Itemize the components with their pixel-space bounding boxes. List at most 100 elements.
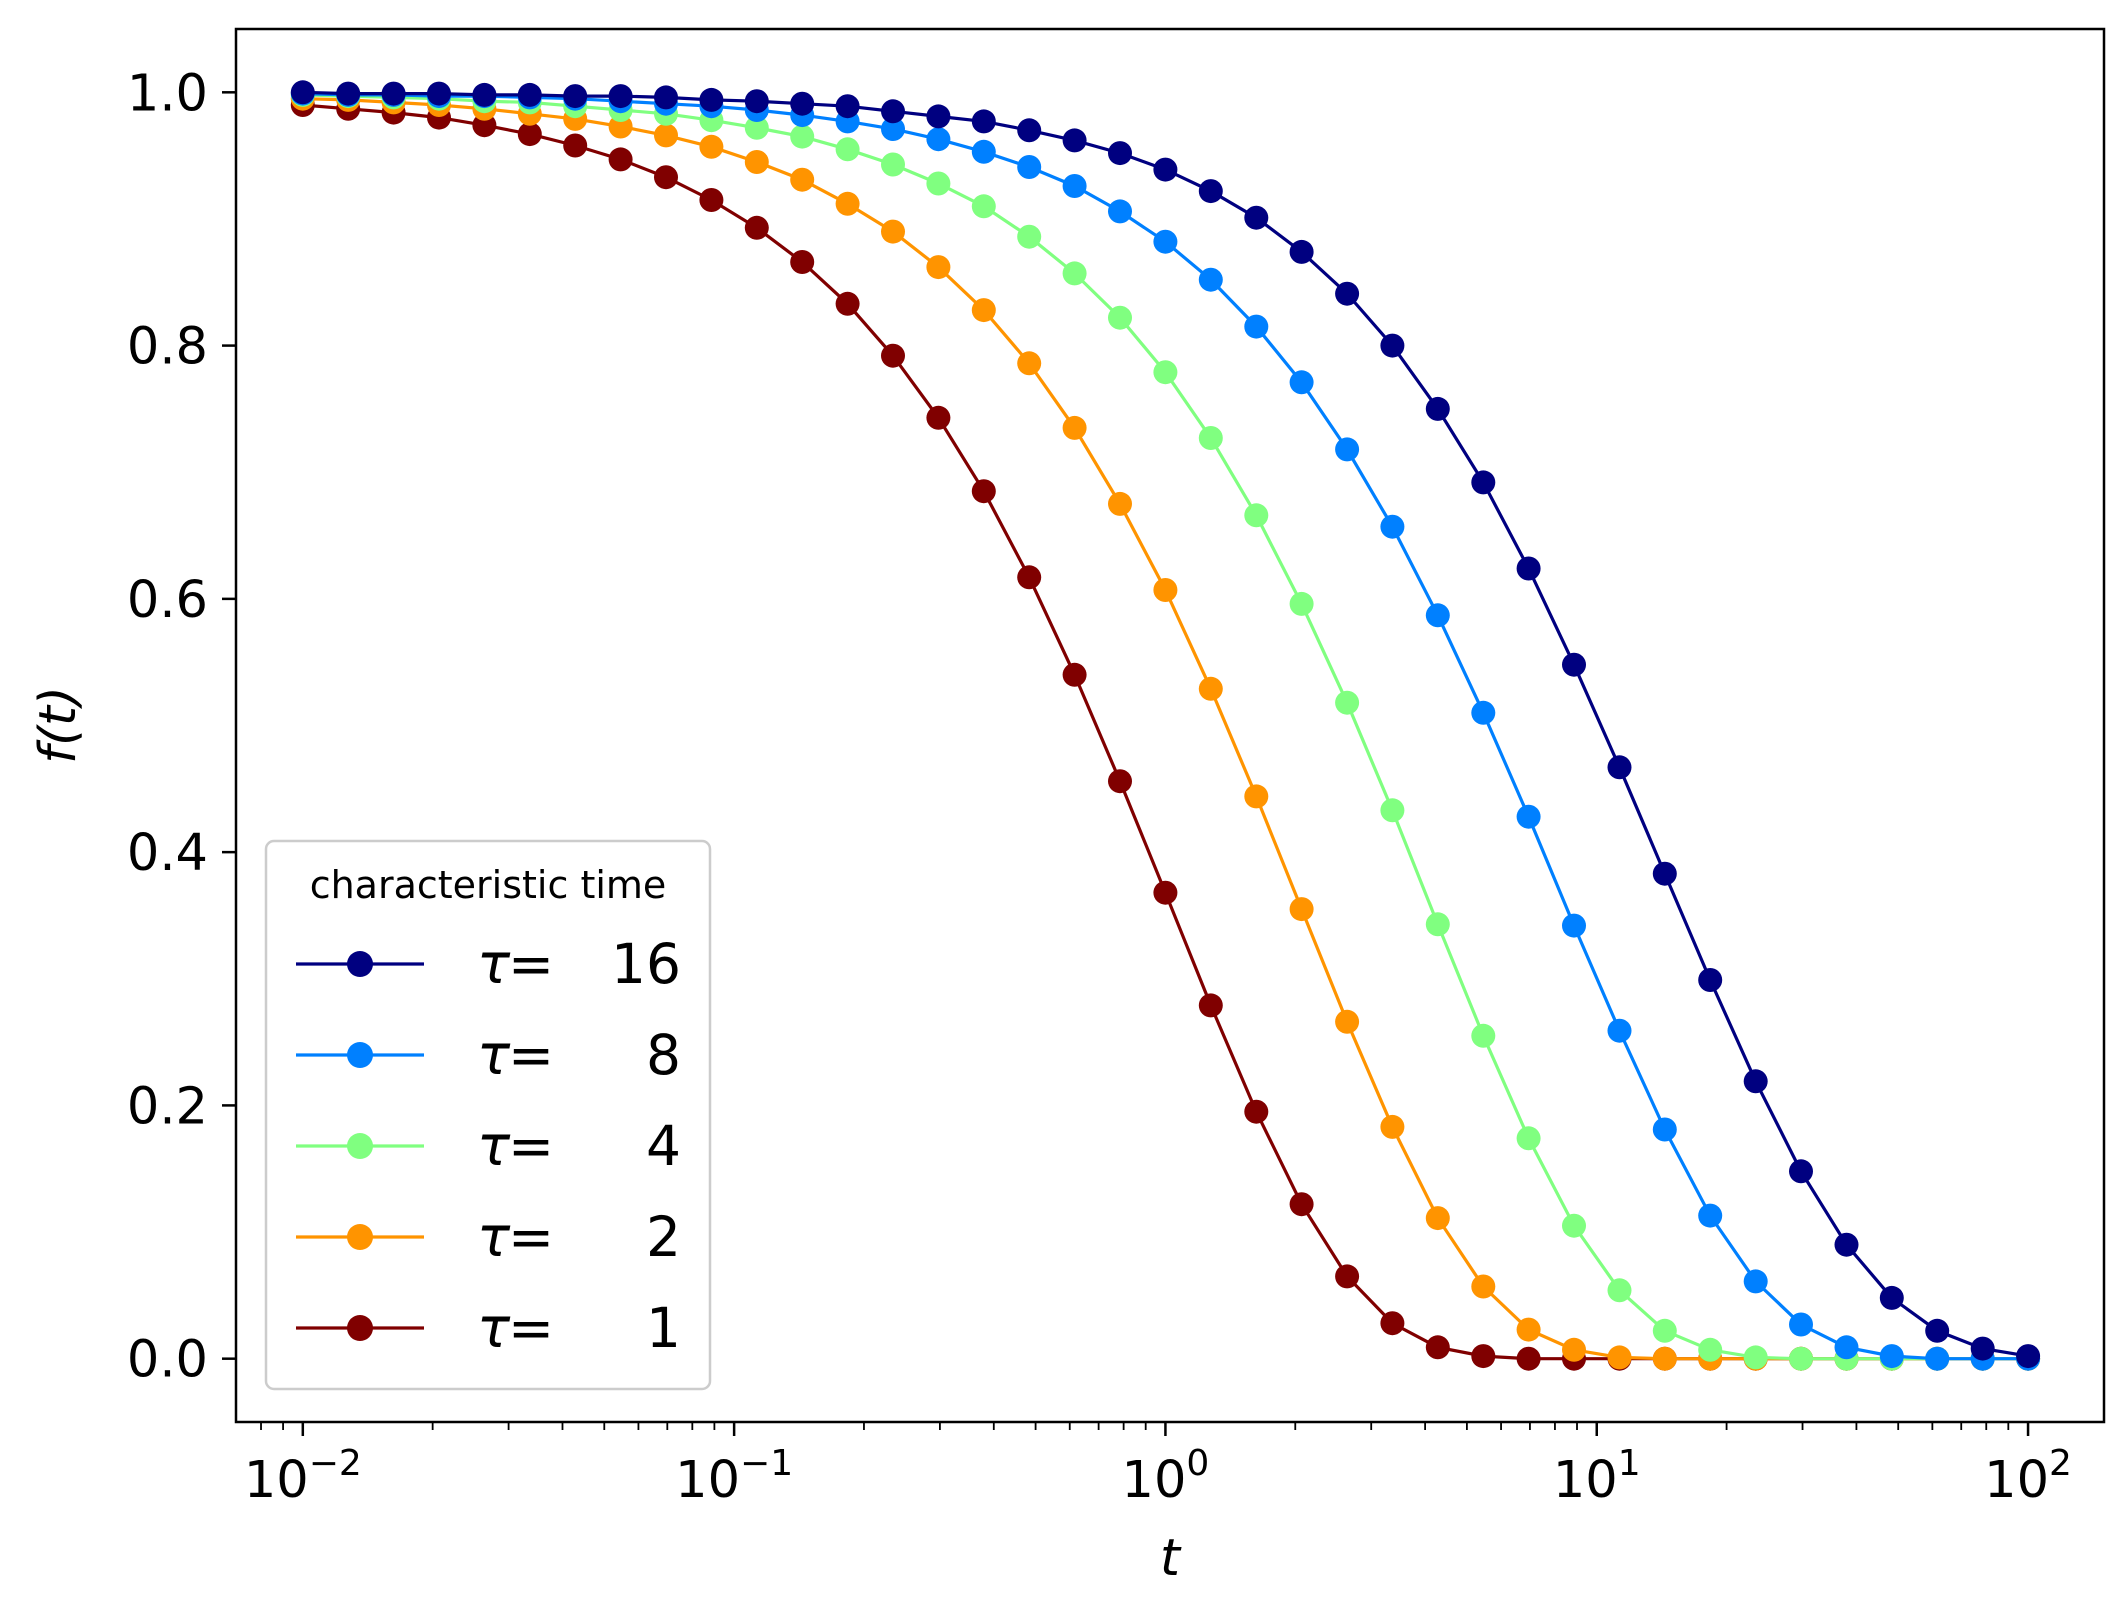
legend-value: 2 bbox=[646, 1205, 681, 1269]
data-point bbox=[1198, 426, 1223, 450]
data-point bbox=[1335, 1264, 1360, 1289]
y-tick-label: 0.4 bbox=[127, 824, 208, 883]
data-point bbox=[1562, 1213, 1586, 1238]
data-point bbox=[1017, 565, 1042, 590]
data-point bbox=[1607, 1018, 1632, 1043]
y-tick-label: 0.2 bbox=[127, 1077, 208, 1136]
data-point bbox=[881, 219, 905, 244]
x-tick-label-exponent: −2 bbox=[309, 1443, 362, 1484]
data-point bbox=[1108, 199, 1132, 224]
legend-tau-symbol: τ bbox=[477, 1205, 511, 1269]
data-point bbox=[1289, 370, 1314, 395]
data-point bbox=[1335, 690, 1360, 715]
data-point bbox=[1017, 155, 1042, 179]
x-tick-label-exponent: 0 bbox=[1186, 1443, 1209, 1484]
data-point bbox=[926, 255, 951, 280]
data-point bbox=[1335, 281, 1360, 306]
data-point bbox=[744, 150, 769, 174]
series-16 bbox=[290, 80, 2041, 1369]
data-point bbox=[926, 171, 951, 196]
data-point bbox=[926, 104, 951, 129]
data-point bbox=[971, 194, 996, 219]
data-point bbox=[790, 124, 815, 149]
data-point bbox=[1562, 652, 1586, 677]
y-tick-label: 1.0 bbox=[127, 64, 208, 123]
data-point bbox=[472, 82, 497, 107]
legend-entry: τ= 16 bbox=[296, 932, 681, 996]
data-point bbox=[1380, 1311, 1405, 1336]
x-tick-label: 100 bbox=[1122, 1443, 1210, 1510]
legend: characteristic time τ= 16τ= 8τ= 4τ= 2τ= 1 bbox=[264, 839, 712, 1391]
data-point bbox=[1834, 1335, 1859, 1360]
x-tick-label-base: 10 bbox=[1122, 1451, 1187, 1510]
data-point bbox=[926, 127, 951, 152]
data-point bbox=[654, 85, 678, 110]
data-point bbox=[1244, 314, 1269, 339]
data-point bbox=[1425, 603, 1450, 628]
data-point bbox=[1698, 968, 1723, 992]
data-point bbox=[1153, 229, 1178, 254]
legend-entry: τ= 8 bbox=[296, 1023, 681, 1087]
series-layer bbox=[290, 80, 2041, 1371]
x-axis-label: t bbox=[1160, 1529, 1182, 1588]
data-point bbox=[1879, 1344, 1904, 1369]
legend-marker bbox=[347, 1042, 373, 1068]
x-tick-label-base: 10 bbox=[1553, 1451, 1618, 1510]
data-point bbox=[1380, 514, 1405, 539]
x-tick-label-base: 10 bbox=[1984, 1451, 2049, 1510]
x-tick-label-exponent: 1 bbox=[1618, 1443, 1641, 1484]
y-tick-label: 0.8 bbox=[127, 318, 208, 377]
data-point bbox=[699, 188, 724, 212]
legend-tau-symbol: τ bbox=[477, 1114, 511, 1178]
data-point bbox=[608, 147, 633, 172]
data-point bbox=[517, 82, 542, 107]
data-point bbox=[1289, 897, 1314, 922]
data-point bbox=[608, 84, 633, 109]
data-point bbox=[699, 134, 724, 159]
data-point bbox=[926, 405, 951, 430]
data-point bbox=[835, 291, 860, 316]
legend-equals: = bbox=[508, 1296, 554, 1360]
data-point bbox=[835, 191, 860, 216]
data-point bbox=[1789, 1346, 1813, 1371]
data-point bbox=[1743, 1069, 1768, 1094]
data-point bbox=[881, 99, 905, 124]
data-point bbox=[1652, 1346, 1677, 1371]
data-point bbox=[1425, 912, 1450, 937]
legend-tau-symbol: τ bbox=[477, 1023, 511, 1087]
data-point bbox=[563, 84, 588, 109]
data-point bbox=[1789, 1159, 1813, 1184]
data-point bbox=[1516, 1346, 1541, 1371]
data-point bbox=[971, 479, 996, 504]
data-point bbox=[1244, 205, 1269, 230]
data-point bbox=[1652, 861, 1677, 886]
data-point bbox=[654, 123, 678, 148]
data-point bbox=[1562, 1337, 1586, 1362]
x-tick-label-exponent: −1 bbox=[740, 1443, 793, 1484]
data-point bbox=[835, 94, 860, 119]
data-point bbox=[1380, 1114, 1405, 1139]
plot-area-frame bbox=[234, 27, 2106, 1424]
data-point bbox=[790, 91, 815, 116]
data-point bbox=[1925, 1346, 1950, 1371]
data-point bbox=[1017, 118, 1042, 143]
data-point bbox=[1925, 1318, 1950, 1343]
data-point bbox=[1335, 437, 1360, 462]
data-point bbox=[1516, 1126, 1541, 1151]
data-point bbox=[1652, 1117, 1677, 1142]
data-point bbox=[699, 87, 724, 112]
data-point bbox=[881, 117, 905, 141]
x-tick-label-exponent: 2 bbox=[2049, 1443, 2072, 1484]
data-point bbox=[971, 109, 996, 134]
data-point bbox=[608, 114, 633, 139]
data-point bbox=[1380, 798, 1405, 823]
data-point bbox=[1062, 415, 1087, 440]
data-point bbox=[1471, 470, 1496, 495]
data-point bbox=[1062, 128, 1087, 153]
data-point bbox=[1153, 880, 1178, 905]
data-point bbox=[1062, 174, 1087, 198]
x-tick-label-base: 10 bbox=[675, 1451, 740, 1510]
data-point bbox=[1153, 360, 1178, 385]
